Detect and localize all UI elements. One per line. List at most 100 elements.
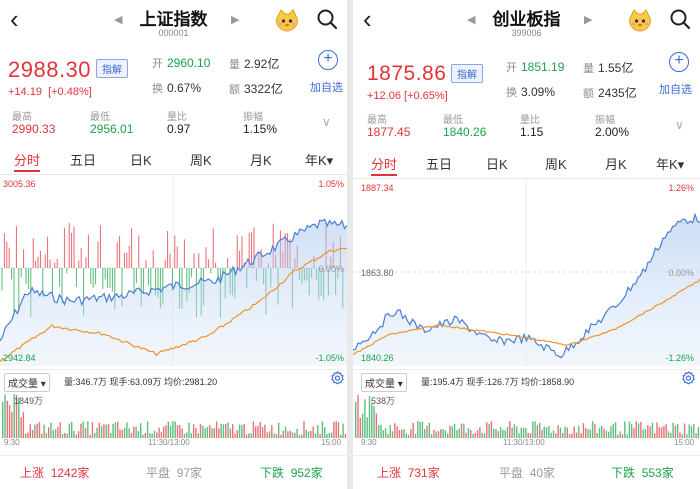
low-label: 最低	[90, 112, 110, 123]
chevron-down-icon[interactable]: ∨	[675, 118, 684, 132]
volume-bar	[91, 422, 94, 438]
ratio-value: 0.97	[167, 122, 191, 136]
tab-monthly-k[interactable]: 月K	[605, 157, 627, 172]
chevron-down-icon[interactable]: ∨	[322, 115, 331, 129]
volume-bar	[307, 431, 310, 438]
volume-bar	[266, 432, 268, 438]
period-tabs: 分时 五日 日K 周K 月K 年K▾	[353, 150, 700, 176]
volume-bar	[64, 432, 66, 438]
volume-bar	[361, 413, 364, 438]
tab-daily-k[interactable]: 日K	[486, 157, 508, 172]
mascot-icon[interactable]	[627, 7, 653, 33]
volume-bar	[672, 422, 674, 438]
volume-bar	[660, 427, 663, 438]
chart-mid-left-label: 1863.80	[361, 268, 394, 278]
volume-bars	[355, 394, 700, 438]
average-line	[0, 247, 347, 363]
volume-bar	[18, 397, 20, 438]
volume-indicator-select[interactable]: 成交量 ▾	[361, 373, 407, 392]
volume-bar	[31, 430, 34, 438]
prev-index-icon[interactable]: ◀	[467, 14, 476, 26]
price-area	[353, 214, 700, 366]
prev-index-icon[interactable]: ◀	[114, 14, 123, 26]
tab-intraday[interactable]: 分时	[371, 157, 398, 172]
tab-daily-k[interactable]: 日K	[130, 153, 152, 168]
volume-bar	[430, 434, 433, 438]
volume-bar	[417, 421, 419, 438]
index-explain-button[interactable]: 指解	[96, 59, 128, 78]
volume-bar	[135, 426, 137, 438]
volume-bar	[84, 428, 87, 438]
volume-bar	[324, 427, 326, 438]
volume-bar	[220, 423, 222, 438]
volume-bar	[686, 434, 688, 438]
volume-bar	[190, 433, 192, 438]
back-icon[interactable]: ‹	[10, 4, 19, 34]
volume-bar	[301, 434, 303, 438]
change-percent: [+0.65%]	[404, 90, 448, 102]
amount-stat: 额 3322亿	[229, 82, 283, 96]
volume-bar	[562, 432, 564, 438]
tab-five-day[interactable]: 五日	[426, 157, 453, 172]
price-line	[0, 218, 347, 342]
next-index-icon[interactable]: ▶	[584, 14, 593, 26]
period-tabs: 分时 五日 日K 周K 月K 年K▾	[0, 146, 347, 172]
volume-bar	[617, 434, 619, 438]
tab-monthly-k[interactable]: 月K	[250, 153, 272, 168]
volume-bar	[564, 426, 566, 438]
volume-indicator-select[interactable]: 成交量 ▾	[4, 373, 50, 392]
tab-five-day[interactable]: 五日	[70, 153, 97, 168]
change-percent: [+0.48%]	[48, 86, 92, 98]
plus-circle-icon[interactable]: +	[318, 50, 338, 70]
plus-circle-icon[interactable]: +	[669, 52, 689, 72]
volume-bar	[6, 400, 8, 438]
chart-bottom-right-label: -1.05%	[315, 353, 344, 363]
tab-weekly-k[interactable]: 周K	[545, 157, 567, 172]
volume-bar	[340, 434, 342, 438]
volume-bar	[11, 411, 13, 438]
volume-bar	[518, 433, 520, 438]
volume-bar	[241, 424, 243, 438]
search-icon[interactable]	[669, 8, 691, 30]
volume-bar	[289, 430, 291, 438]
volume-bar	[647, 425, 649, 438]
volume-bar	[568, 434, 571, 438]
volume-bar	[218, 428, 220, 438]
tab-intraday[interactable]: 分时	[14, 153, 41, 168]
low-value: 2956.01	[90, 122, 134, 136]
volume-bar	[412, 422, 414, 438]
volume-bar	[192, 424, 195, 438]
gear-icon[interactable]	[330, 371, 345, 386]
index-code: 399006	[511, 28, 542, 38]
mascot-icon[interactable]	[274, 7, 300, 33]
intraday-chart[interactable]: 1887.34 1.26% 1863.80 0.00% 1840.26 -1.2…	[353, 180, 700, 366]
intraday-chart[interactable]: 3005.36 1.05% 0.00% 2942.84 -1.05%	[0, 176, 347, 366]
back-icon[interactable]: ‹	[363, 4, 372, 34]
volume-bar	[121, 429, 123, 438]
volume-bar	[294, 432, 296, 438]
search-icon[interactable]	[316, 8, 338, 30]
volume-bar	[211, 428, 213, 438]
tab-yearly-k[interactable]: 年K▾	[305, 153, 334, 168]
volume-bar	[169, 425, 172, 438]
volume-bar	[43, 424, 45, 438]
volume-bar	[626, 434, 628, 438]
tab-weekly-k[interactable]: 周K	[190, 153, 212, 168]
volume-bar	[552, 430, 555, 438]
volume-bar	[516, 426, 518, 438]
add-watchlist-button[interactable]: 加自选	[310, 82, 343, 94]
volume-bar	[693, 424, 695, 438]
volume-bar	[2, 401, 4, 438]
gear-icon[interactable]	[681, 371, 696, 386]
amplitude-label: 振幅	[595, 115, 615, 126]
add-watchlist-button[interactable]: 加自选	[659, 84, 692, 96]
volume-bar	[227, 422, 229, 438]
volume-bar	[373, 406, 375, 438]
volume-bar	[555, 433, 557, 438]
next-index-icon[interactable]: ▶	[231, 14, 240, 26]
volume-bar	[34, 424, 36, 438]
volume-bar	[66, 433, 68, 438]
tab-yearly-k[interactable]: 年K▾	[656, 157, 685, 172]
index-explain-button[interactable]: 指解	[451, 64, 483, 83]
volume-bar	[186, 432, 188, 438]
